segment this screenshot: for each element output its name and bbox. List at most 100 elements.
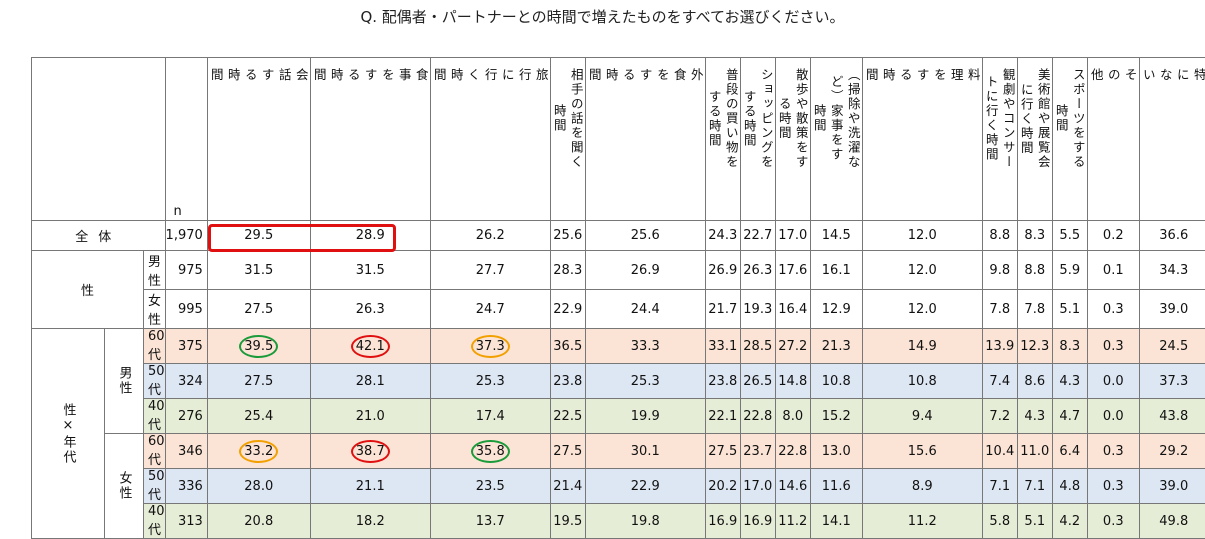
value-cell: 25.4	[207, 399, 310, 434]
value-cell: 24.4	[585, 290, 705, 329]
value-cell: 49.8	[1139, 504, 1205, 539]
value-cell: 15.6	[862, 434, 982, 469]
header-col: 普段の買い物を する時間	[705, 58, 740, 221]
header-col: 外 食 を す る 時 間	[585, 58, 705, 221]
n-cell: 346	[165, 434, 207, 469]
header-col: そ の 他	[1087, 58, 1139, 221]
value-cell: 22.5	[550, 399, 585, 434]
header-col: 相手の話を聞く 時間	[550, 58, 585, 221]
value-cell: 0.2	[1087, 221, 1139, 251]
value-cell: 33.3	[585, 329, 705, 364]
value-cell: 22.8	[775, 434, 810, 469]
value-cell: 13.7	[430, 504, 550, 539]
value-cell: 12.3	[1017, 329, 1052, 364]
value-cell: 20.8	[207, 504, 310, 539]
value-cell: 4.8	[1052, 469, 1087, 504]
value-cell: 0.3	[1087, 434, 1139, 469]
group-label-gender: 性	[32, 251, 144, 329]
value-cell: 14.1	[810, 504, 862, 539]
n-cell: 1,970	[165, 221, 207, 251]
value-cell: 5.9	[1052, 251, 1087, 290]
row-label: 50代	[144, 469, 166, 504]
value-cell: 23.5	[430, 469, 550, 504]
value-cell: 11.6	[810, 469, 862, 504]
value-cell: 16.9	[740, 504, 775, 539]
value-cell: 28.3	[550, 251, 585, 290]
value-cell: 23.8	[705, 364, 740, 399]
value-cell: 26.3	[740, 251, 775, 290]
group-label-female: 女性	[105, 434, 144, 539]
value-cell: 17.4	[430, 399, 550, 434]
value-cell: 12.0	[862, 290, 982, 329]
value-cell: 7.4	[982, 364, 1017, 399]
value-cell: 18.2	[310, 504, 430, 539]
value-cell: 36.5	[550, 329, 585, 364]
value-cell: 17.0	[740, 469, 775, 504]
value-cell: 0.0	[1087, 399, 1139, 434]
value-cell: 39.5	[207, 329, 310, 364]
value-cell: 21.3	[810, 329, 862, 364]
row-label: 60代	[144, 434, 166, 469]
value-cell: 30.1	[585, 434, 705, 469]
value-cell: 25.6	[585, 221, 705, 251]
value-cell: 10.4	[982, 434, 1017, 469]
group-label-male: 男性	[105, 329, 144, 434]
value-cell: 13.0	[810, 434, 862, 469]
value-cell: 4.7	[1052, 399, 1087, 434]
value-cell: 0.3	[1087, 290, 1139, 329]
value-cell: 0.0	[1087, 364, 1139, 399]
value-cell: 36.6	[1139, 221, 1205, 251]
value-cell: 21.4	[550, 469, 585, 504]
highlight-circle: 37.3	[471, 335, 510, 358]
value-cell: 33.2	[207, 434, 310, 469]
n-cell: 313	[165, 504, 207, 539]
value-cell: 12.0	[862, 221, 982, 251]
value-cell: 26.5	[740, 364, 775, 399]
highlight-circle: 38.7	[351, 440, 390, 463]
value-cell: 6.4	[1052, 434, 1087, 469]
value-cell: 8.0	[775, 399, 810, 434]
value-cell: 43.8	[1139, 399, 1205, 434]
value-cell: 19.5	[550, 504, 585, 539]
value-cell: 8.3	[1052, 329, 1087, 364]
value-cell: 7.1	[1017, 469, 1052, 504]
value-cell: 7.8	[1017, 290, 1052, 329]
value-cell: 5.8	[982, 504, 1017, 539]
row-label: 60代	[144, 329, 166, 364]
value-cell: 25.3	[430, 364, 550, 399]
row-label: 40代	[144, 399, 166, 434]
value-cell: 42.1	[310, 329, 430, 364]
header-col: 食 事 を す る 時 間	[310, 58, 430, 221]
value-cell: 10.8	[810, 364, 862, 399]
value-cell: 24.3	[705, 221, 740, 251]
value-cell: 11.0	[1017, 434, 1052, 469]
value-cell: 17.6	[775, 251, 810, 290]
value-cell: 37.3	[430, 329, 550, 364]
header-col: ショッピングを する時間	[740, 58, 775, 221]
header-col: 料 理 を す る 時 間	[862, 58, 982, 221]
value-cell: 0.3	[1087, 504, 1139, 539]
header-n: n	[165, 58, 207, 221]
value-cell: 27.2	[775, 329, 810, 364]
value-cell: 26.2	[430, 221, 550, 251]
value-cell: 0.3	[1087, 469, 1139, 504]
value-cell: 24.5	[1139, 329, 1205, 364]
value-cell: 16.4	[775, 290, 810, 329]
value-cell: 22.7	[740, 221, 775, 251]
value-cell: 22.9	[550, 290, 585, 329]
header-blank	[32, 58, 166, 221]
value-cell: 9.4	[862, 399, 982, 434]
value-cell: 37.3	[1139, 364, 1205, 399]
value-cell: 33.1	[705, 329, 740, 364]
value-cell: 7.8	[982, 290, 1017, 329]
value-cell: 7.2	[982, 399, 1017, 434]
value-cell: 12.0	[862, 251, 982, 290]
value-cell: 28.0	[207, 469, 310, 504]
value-cell: 31.5	[310, 251, 430, 290]
value-cell: 29.2	[1139, 434, 1205, 469]
header-col: （掃除や洗濯な ど）家事をす 時間	[810, 58, 862, 221]
row-label: 50代	[144, 364, 166, 399]
